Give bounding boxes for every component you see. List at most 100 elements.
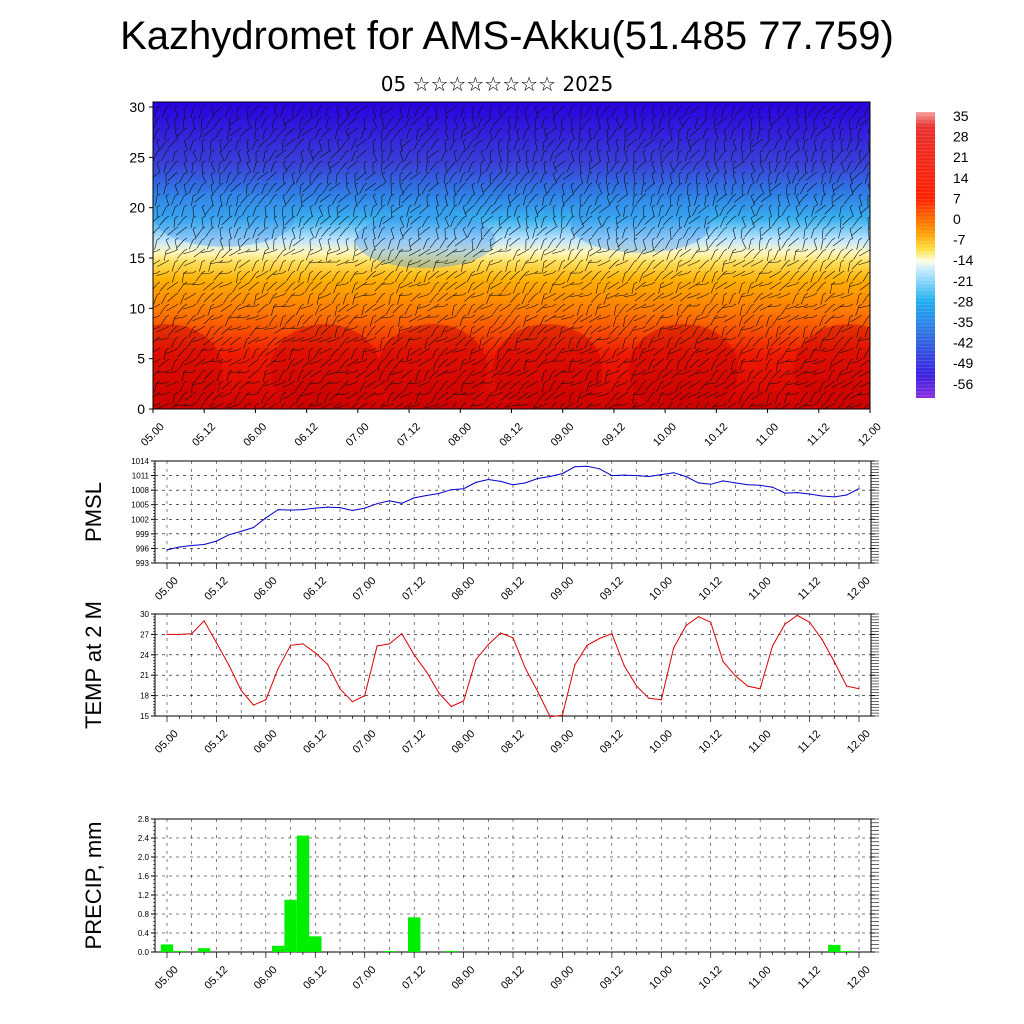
- wind-barb-flag: [723, 281, 728, 285]
- wind-barb-flag: [597, 259, 602, 263]
- wind-barb-flag: [345, 116, 350, 120]
- wind-barb: [824, 316, 833, 325]
- wind-barb-flag: [372, 336, 377, 340]
- wind-barb-flag: [273, 369, 278, 373]
- wind-barb: [733, 162, 743, 169]
- wind-barb-flag: [813, 292, 818, 296]
- wind-barb: [543, 129, 549, 140]
- wind-barb-flag: [633, 270, 638, 274]
- wind-barb: [281, 140, 284, 152]
- wind-barb-flag: [777, 116, 782, 120]
- wind-barb-flag: [525, 325, 530, 329]
- wind-barb: [345, 239, 348, 250]
- wind-barb-flag: [768, 347, 773, 351]
- wind-barb-flag: [516, 237, 521, 241]
- wind-barb-flag: [264, 215, 269, 219]
- wind-barb-flag: [777, 303, 782, 307]
- wind-barb: [864, 327, 869, 338]
- wind-barb-flag: [813, 259, 818, 263]
- wind-barb-flag: [651, 391, 656, 395]
- wind-barb-flag: [327, 380, 332, 384]
- wind-barb-flag: [273, 116, 278, 120]
- wind-barb: [372, 217, 375, 228]
- wind-barb-flag: [219, 391, 224, 395]
- wind-barb-flag: [570, 116, 575, 120]
- wind-barb-flag: [651, 193, 656, 197]
- wind-barb-flag: [471, 193, 476, 197]
- wind-barb: [563, 261, 572, 269]
- wind-barb-flag: [273, 270, 278, 274]
- wind-barb: [266, 173, 275, 182]
- wind-barb: [708, 305, 716, 314]
- wind-barb-flag: [336, 380, 341, 384]
- wind-barb: [755, 206, 761, 217]
- wind-barb-flag: [381, 138, 386, 142]
- wind-barb: [435, 195, 439, 206]
- wind-barb: [177, 239, 185, 248]
- wind-barb: [857, 129, 860, 140]
- wind-barb: [456, 217, 464, 227]
- wind-barb: [248, 283, 257, 291]
- wind-barb: [365, 272, 374, 281]
- wind-barb-flag: [192, 160, 197, 164]
- wind-barb-flag: [606, 380, 611, 384]
- wind-barb-flag: [300, 248, 305, 252]
- wind-barb: [608, 261, 617, 270]
- wind-barb-flag: [651, 171, 656, 175]
- wind-barb-flag: [300, 182, 305, 186]
- wind-barb-flag: [525, 391, 530, 395]
- wind-barb-flag: [822, 116, 827, 120]
- wind-barb: [678, 261, 689, 267]
- wind-barb-flag: [408, 270, 413, 274]
- wind-barb: [473, 305, 482, 313]
- wind-barb-flag: [822, 281, 827, 285]
- wind-barb: [282, 162, 288, 173]
- wind-barb: [550, 404, 554, 409]
- wind-barb: [852, 107, 860, 117]
- x-tick-label: 09.00: [548, 575, 576, 603]
- wind-barb-flag: [183, 281, 188, 285]
- wind-barb-flag: [858, 171, 863, 175]
- wind-barb-flag: [759, 105, 764, 109]
- wind-barb-flag: [165, 116, 170, 120]
- wind-barb-flag: [453, 237, 458, 241]
- wind-barb-flag: [255, 138, 260, 142]
- wind-barb-flag: [543, 336, 548, 340]
- wind-barb: [510, 327, 518, 336]
- wind-barb: [554, 305, 563, 313]
- wind-barb-flag: [354, 171, 359, 175]
- wind-barb-flag: [354, 303, 359, 307]
- wind-barb-flag: [354, 149, 359, 153]
- wind-barb-flag: [381, 292, 386, 296]
- wind-barb: [212, 393, 221, 401]
- wind-barb: [309, 250, 320, 256]
- wind-barb-flag: [336, 292, 341, 296]
- wind-barb-flag: [273, 171, 278, 175]
- wind-barb-flag: [228, 193, 233, 197]
- wind-barb: [292, 239, 302, 247]
- wind-barb-flag: [183, 193, 188, 197]
- wind-barb-flag: [687, 369, 692, 373]
- wind-barb: [823, 382, 833, 390]
- wind-barb-flag: [624, 347, 629, 351]
- wind-barb: [543, 305, 554, 309]
- wind-barb-flag: [750, 314, 755, 318]
- wind-barb-flag: [408, 325, 413, 329]
- wind-barb-flag: [669, 347, 674, 351]
- wind-barb-flag: [183, 204, 188, 208]
- wind-barb: [849, 173, 853, 184]
- data-point: [512, 484, 514, 486]
- wind-barb: [597, 316, 608, 320]
- wind-barb: [583, 195, 590, 205]
- wind-barb-flag: [291, 193, 296, 197]
- wind-barb: [802, 129, 806, 140]
- wind-barb-flag: [363, 325, 368, 329]
- wind-barb: [556, 140, 563, 150]
- wind-barb-flag: [768, 270, 773, 274]
- x-tick-label: 06.12: [293, 421, 321, 449]
- wind-barb-flag: [777, 248, 782, 252]
- wind-barb: [800, 184, 806, 194]
- wind-barb: [314, 327, 320, 338]
- wind-barb: [620, 162, 626, 173]
- wind-barb: [738, 283, 743, 294]
